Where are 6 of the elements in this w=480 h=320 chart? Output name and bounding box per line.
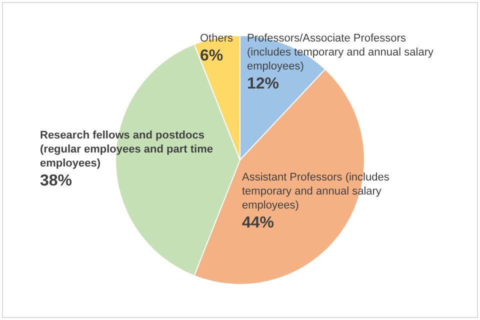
data-label: 6%: [200, 47, 224, 64]
slice-label: Professors/Associate Professors (includes temporary and annual salary employees): [247, 32, 434, 73]
data-label: 38%: [40, 172, 72, 190]
slice-label: Research fellows and postdocs (regular employees and part time employees): [40, 130, 213, 170]
data-label: 12%: [247, 75, 280, 92]
data-label: 44%: [242, 214, 274, 232]
